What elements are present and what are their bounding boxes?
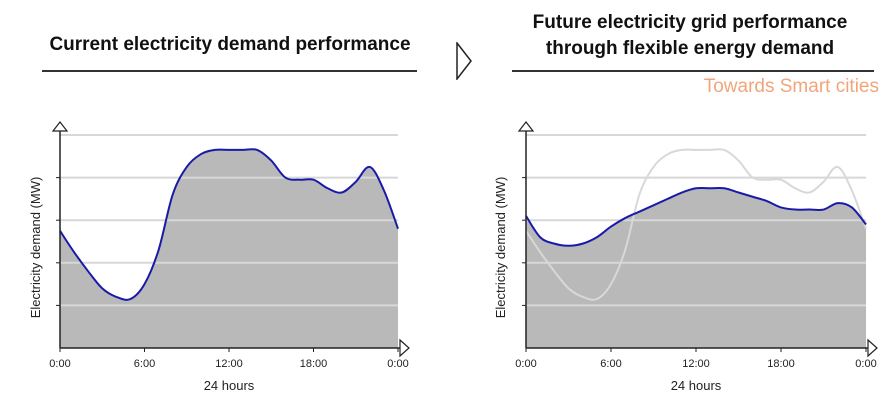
demand-area-fill [526, 187, 866, 348]
x-tick-label: 0:00 [387, 358, 408, 370]
right-title-divider [512, 70, 874, 72]
demand-line [59, 148, 399, 301]
demand-line [525, 186, 867, 247]
x-axis-arrow-icon [867, 338, 878, 358]
x-tick-label: 6:00 [134, 358, 155, 370]
y-axis-title: Electricity demand (MW) [493, 177, 508, 319]
right-chart-title: Future electricity grid performance thro… [532, 12, 848, 59]
x-tick-label: 18:00 [767, 358, 795, 370]
x-tick-label: 0:00 [49, 358, 70, 370]
x-axis-arrow-icon [399, 338, 410, 358]
y-axis-title: Electricity demand (MW) [28, 177, 43, 319]
demand-area-fill [60, 149, 398, 348]
x-axis-title: 24 hours [204, 378, 255, 393]
previous-demand-line [525, 148, 867, 301]
left-title-divider [42, 70, 417, 72]
chart-panel-2: 0:00 6:00 12:00 18:00 0:00 24 hours Electricit… [493, 121, 878, 393]
y-axis-arrow-icon [517, 121, 535, 132]
chart-subtitle: Towards Smart cities [703, 76, 879, 97]
x-tick-label: 0:00 [515, 358, 536, 370]
x-tick-label: 6:00 [600, 358, 621, 370]
x-tick-label: 12:00 [215, 358, 243, 370]
chart-panel-1: 0:00 6:00 12:00 18:00 0:00 24 hours Electricit… [28, 121, 410, 393]
x-tick-label: 18:00 [300, 358, 328, 370]
x-axis-title: 24 hours [671, 378, 722, 393]
left-chart-title: Current electricity demand performance [49, 34, 411, 55]
x-tick-label: 12:00 [682, 358, 710, 370]
y-axis-arrow-icon [51, 121, 69, 132]
chevron-right-icon [456, 42, 472, 80]
x-tick-label: 0:00 [855, 358, 876, 370]
